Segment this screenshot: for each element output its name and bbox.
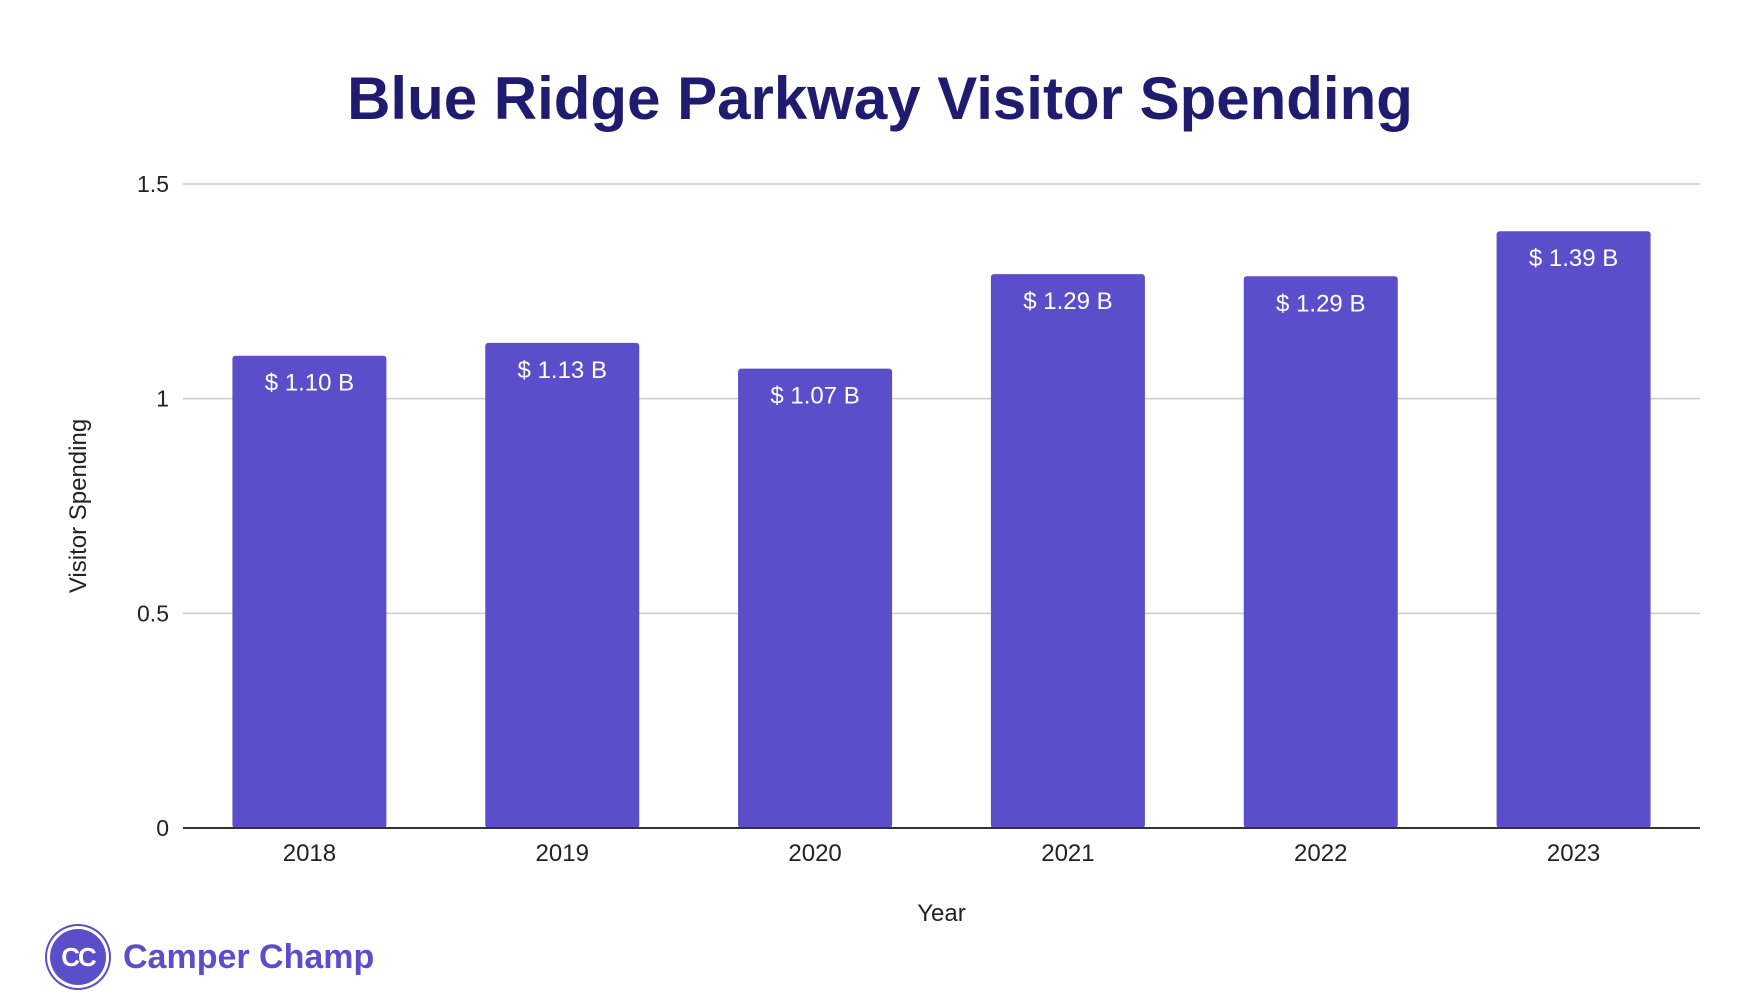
x-tick-label: 2023 xyxy=(1547,840,1600,867)
x-tick-label: 2021 xyxy=(1041,840,1094,867)
bar xyxy=(232,355,387,828)
y-tick-label: 0.5 xyxy=(137,600,169,626)
bar-data-label: $ 1.39 B xyxy=(1529,245,1618,272)
bar-data-label: $ 1.29 B xyxy=(1276,290,1365,317)
x-axis-tick-labels: 2018 2019 2020 2021 2022 2023 xyxy=(283,840,1601,867)
x-axis-title: Year xyxy=(917,900,966,927)
camper-champ-logo-icon: CC xyxy=(47,926,109,988)
brand-logo-group: CC Camper Champ xyxy=(47,926,374,988)
bar-data-labels: $ 1.10 B $ 1.13 B $ 1.07 B $ 1.29 B $ 1.29 B… xyxy=(265,245,1619,409)
bar xyxy=(738,368,893,828)
bar xyxy=(1496,231,1651,828)
y-tick-label: 1.5 xyxy=(137,171,169,197)
x-tick-label: 2020 xyxy=(788,840,841,867)
bar xyxy=(485,342,640,828)
bar-data-label: $ 1.29 B xyxy=(1023,288,1112,315)
bar-data-label: $ 1.10 B xyxy=(265,370,354,397)
x-tick-label: 2019 xyxy=(536,840,589,867)
y-axis-ticks: 0 0.5 1 1.5 xyxy=(137,171,169,841)
x-tick-label: 2022 xyxy=(1294,840,1347,867)
y-axis-title: Visitor Spending xyxy=(65,419,92,593)
brand-name: Camper Champ xyxy=(123,937,375,976)
bar-data-label: $ 1.13 B xyxy=(518,357,607,384)
brand-logo-text: CC xyxy=(61,941,97,972)
gridlines xyxy=(183,183,1700,615)
bar-data-label: $ 1.07 B xyxy=(770,383,859,410)
y-tick-label: 1 xyxy=(156,386,169,412)
y-tick-label: 0 xyxy=(156,815,169,841)
chart-title: Blue Ridge Parkway Visitor Spending xyxy=(347,65,1413,132)
bars xyxy=(232,231,1651,829)
bar xyxy=(990,274,1145,828)
bar xyxy=(1243,276,1398,829)
x-tick-label: 2018 xyxy=(283,840,336,867)
